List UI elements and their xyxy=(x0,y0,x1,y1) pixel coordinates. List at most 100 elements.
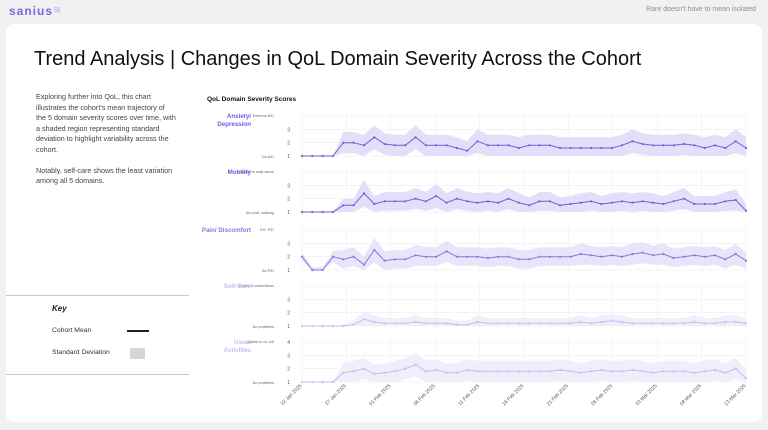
mean-point xyxy=(579,146,582,150)
mean-point xyxy=(455,323,458,326)
mean-point xyxy=(641,200,644,203)
x-tick-label: 13 Mar 2025 xyxy=(723,383,747,407)
mean-point xyxy=(538,370,541,373)
y-tick-label: 3 xyxy=(287,241,290,247)
mean-point xyxy=(559,255,562,258)
mean-point xyxy=(300,154,304,158)
mean-point xyxy=(672,144,675,147)
mean-point xyxy=(445,322,448,325)
mean-point xyxy=(455,255,458,258)
mean-point xyxy=(435,255,438,258)
mean-point xyxy=(455,146,458,150)
domain-label: Mobility xyxy=(228,169,252,176)
mean-point xyxy=(703,370,706,373)
mean-point xyxy=(610,370,613,373)
mean-point xyxy=(682,370,686,373)
mean-point xyxy=(631,140,634,143)
x-tick-label: 21 Feb 2025 xyxy=(546,383,570,407)
mean-point xyxy=(476,201,479,204)
mean-point xyxy=(569,202,572,206)
mean-point xyxy=(321,154,324,158)
mean-point xyxy=(662,202,665,206)
mean-point xyxy=(672,322,675,325)
mean-point xyxy=(569,146,572,150)
mean-point xyxy=(383,371,386,374)
mean-point xyxy=(610,201,613,204)
mean-point xyxy=(559,146,562,150)
mean-point xyxy=(579,252,582,256)
mean-point xyxy=(404,200,407,203)
mean-point xyxy=(476,370,479,373)
mean-point xyxy=(373,372,376,376)
mean-point xyxy=(652,254,655,257)
mean-point xyxy=(590,146,593,150)
mean-point xyxy=(352,255,355,258)
mean-point xyxy=(424,144,427,147)
mean-point xyxy=(734,367,737,370)
mean-point xyxy=(590,322,593,325)
mean-point xyxy=(435,194,438,198)
content-card: Trend Analysis | Changes in QoL Domain S… xyxy=(6,24,762,422)
mean-point xyxy=(621,200,624,203)
mean-point xyxy=(352,204,355,207)
mean-point xyxy=(528,258,531,261)
mean-point xyxy=(734,140,737,143)
mean-point xyxy=(321,268,324,272)
mean-point xyxy=(559,368,562,372)
mean-point xyxy=(435,368,438,372)
mean-point xyxy=(331,210,335,214)
mean-point xyxy=(486,256,489,260)
mean-point xyxy=(373,202,376,206)
mean-point xyxy=(600,368,603,372)
chart-title: QoL Domain Severity Scores xyxy=(207,96,297,103)
mean-point xyxy=(311,380,314,384)
mean-point xyxy=(517,370,520,373)
mean-point xyxy=(528,370,531,373)
mean-line xyxy=(302,192,747,213)
mean-point xyxy=(362,367,366,370)
mean-point xyxy=(393,200,396,203)
mean-point xyxy=(538,200,541,203)
mean-point xyxy=(600,255,603,258)
mean-point xyxy=(414,197,417,200)
mean-point xyxy=(590,254,593,257)
x-tick-label: 26 Feb 2025 xyxy=(590,383,614,407)
y-tick-label: 1 xyxy=(287,210,290,216)
mean-point xyxy=(331,154,335,158)
mean-point xyxy=(414,320,417,324)
mean-point xyxy=(311,324,314,328)
mean-point xyxy=(435,322,438,325)
y-tick-label: 3 xyxy=(287,127,290,133)
mean-point xyxy=(641,251,644,254)
mean-point xyxy=(404,322,407,325)
y-tick-label: 1 xyxy=(287,268,290,274)
x-tick-label: 03 Mar 2025 xyxy=(635,383,659,407)
mean-point xyxy=(724,200,727,203)
logo: sanius xyxy=(9,4,54,18)
mean-point xyxy=(538,322,541,325)
mean-point xyxy=(652,144,655,147)
x-tick-label: 27 Jan 2025 xyxy=(324,383,348,407)
mean-line xyxy=(302,364,747,383)
mean-point xyxy=(466,323,469,326)
mean-point xyxy=(404,367,407,370)
mean-point xyxy=(569,370,572,373)
mean-point xyxy=(528,322,531,325)
mean-point xyxy=(693,371,696,374)
y-tick-label: 2 xyxy=(287,255,290,261)
mean-point xyxy=(497,370,500,373)
y-tick-label: 1 xyxy=(287,324,290,330)
mean-point xyxy=(548,322,551,325)
mean-point xyxy=(713,202,717,206)
mean-point xyxy=(300,324,304,328)
mean-point xyxy=(538,144,541,147)
sd-band xyxy=(302,238,746,270)
mean-point xyxy=(548,144,551,147)
mean-line xyxy=(302,136,747,157)
key-sd-swatch xyxy=(130,348,145,359)
mean-point xyxy=(331,324,335,328)
y-axis-bottom-label: No problems xyxy=(252,325,274,329)
mean-point xyxy=(641,322,644,325)
y-tick-label: 3 xyxy=(287,297,290,303)
mean-point xyxy=(734,198,737,202)
